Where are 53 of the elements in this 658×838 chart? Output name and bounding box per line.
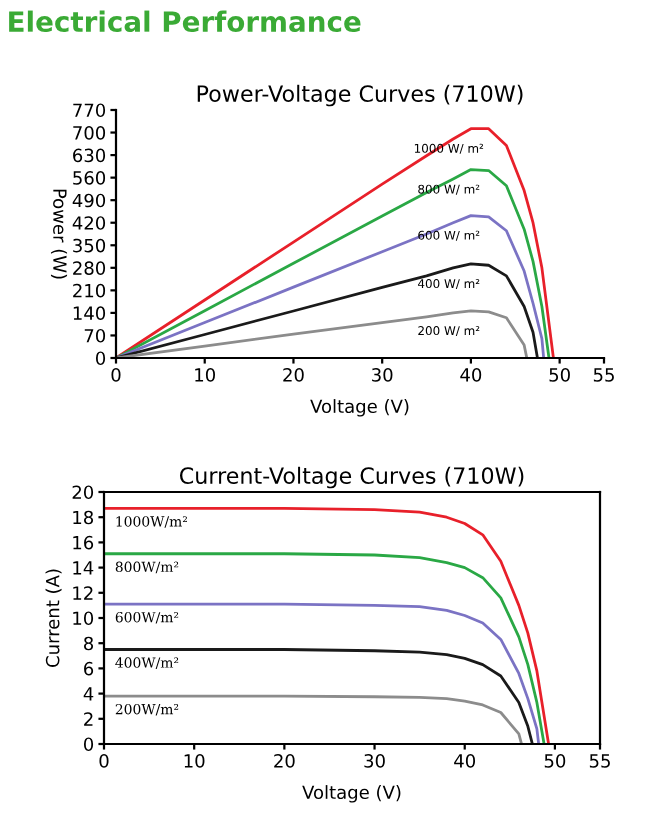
y-tick-label: 2 (84, 712, 93, 726)
y-tick-label: 350 (73, 238, 106, 253)
y-tick-label: 20 (72, 485, 94, 500)
line-series (104, 602, 541, 744)
y-axis-title: Current (A) (45, 569, 62, 667)
y-tick-label: 560 (73, 171, 106, 185)
x-tick-label: 55 (589, 754, 610, 768)
line-series (116, 214, 546, 358)
y-tick-label: 140 (73, 306, 106, 321)
line-series (104, 694, 523, 744)
y-tick-label: 14 (73, 561, 94, 575)
line-series (116, 262, 539, 358)
x-tick-label: 20 (283, 368, 304, 382)
y-tick-label: 6 (84, 661, 94, 676)
x-tick-label: 0 (111, 368, 121, 382)
y-tick-label: 10 (73, 611, 94, 626)
line-series (116, 127, 555, 358)
y-tick-label: 18 (73, 510, 94, 525)
x-tick-label: 40 (454, 754, 476, 768)
x-axis-title: Voltage (V) (310, 399, 409, 417)
x-axis-title: Voltage (V) (302, 785, 401, 803)
y-axis-title: Power (W) (50, 189, 68, 279)
y-tick-label: 700 (73, 126, 106, 140)
x-tick-label: 20 (274, 754, 295, 768)
line-series (104, 648, 534, 744)
y-tick-label: 420 (72, 216, 106, 230)
y-tick-label: 0 (95, 351, 106, 366)
y-tick-label: 280 (73, 261, 106, 275)
y-tick-label: 210 (73, 283, 106, 298)
text: Electrical Performance (9, 10, 361, 33)
chart-title: Current-Voltage Curves (710W) (179, 466, 524, 489)
x-tick-label: 30 (364, 754, 385, 768)
chart-title: Power-Voltage Curves (710W) (197, 84, 523, 107)
y-tick-label: 770 (73, 103, 106, 118)
y-tick-label: 70 (84, 328, 106, 343)
line-series (104, 552, 546, 744)
line-series (116, 309, 529, 358)
line-series (116, 168, 551, 358)
x-tick-label: 10 (184, 754, 205, 768)
y-tick-label: 490 (72, 193, 106, 208)
y-tick-label: 8 (84, 636, 94, 651)
y-tick-label: 16 (73, 535, 94, 550)
y-tick-label: 630 (73, 148, 106, 163)
x-tick-label: 30 (372, 368, 393, 382)
x-tick-label: 10 (195, 368, 216, 382)
line-series (104, 506, 550, 744)
y-tick-label: 0 (83, 737, 94, 752)
y-tick-label: 4 (83, 687, 94, 701)
x-tick-label: 55 (593, 368, 614, 382)
y-tick-label: 12 (73, 586, 93, 600)
x-tick-label: 50 (549, 368, 570, 382)
x-tick-label: 50 (544, 754, 566, 768)
x-tick-label: 40 (460, 368, 482, 382)
